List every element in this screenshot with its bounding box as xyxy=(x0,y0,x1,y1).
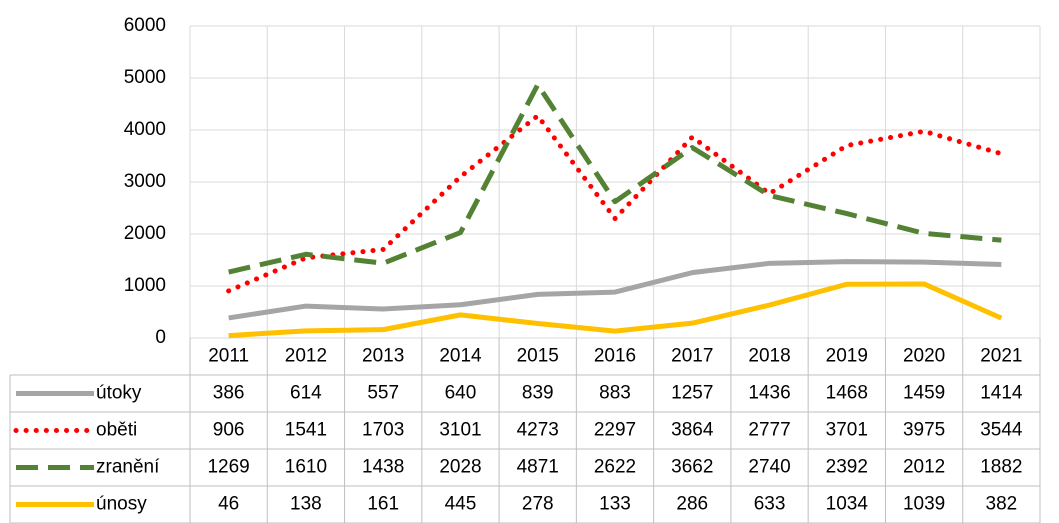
table-value: 2740 xyxy=(748,457,790,478)
table-value: 382 xyxy=(986,494,1018,515)
table-value: 138 xyxy=(290,494,322,515)
table-value: 133 xyxy=(599,494,631,515)
series-line xyxy=(228,82,1002,275)
x-tick-label: 2015 xyxy=(517,346,559,367)
table-value: 2028 xyxy=(439,457,481,478)
table-value: 4273 xyxy=(517,420,559,441)
table-value: 278 xyxy=(522,494,554,515)
table-value: 2392 xyxy=(826,457,868,478)
table-value: 1703 xyxy=(362,420,404,441)
y-tick-label: 3000 xyxy=(124,171,166,192)
series-line xyxy=(228,281,1003,339)
y-tick-label: 1000 xyxy=(124,275,166,296)
table-value: 3101 xyxy=(439,420,481,441)
table-value: 286 xyxy=(676,494,708,515)
x-tick-label: 2021 xyxy=(980,346,1022,367)
legend-label: zranění xyxy=(96,457,160,478)
y-tick-label: 5000 xyxy=(124,67,166,88)
x-tick-label: 2014 xyxy=(439,346,482,367)
table-value: 2297 xyxy=(594,420,636,441)
x-tick-label: 2020 xyxy=(903,346,945,367)
table-value: 1257 xyxy=(671,383,713,404)
legend-label: oběti xyxy=(96,420,137,441)
table-value: 1541 xyxy=(285,420,327,441)
table-value: 1610 xyxy=(285,457,327,478)
table-value: 1414 xyxy=(980,383,1023,404)
x-tick-label: 2016 xyxy=(594,346,636,367)
legend-label: únosy xyxy=(96,494,147,515)
table-value: 614 xyxy=(290,383,322,404)
table-value: 1034 xyxy=(826,494,869,515)
table-value: 3864 xyxy=(671,420,714,441)
table-value: 640 xyxy=(445,383,477,404)
table-value: 906 xyxy=(213,420,245,441)
x-tick-label: 2019 xyxy=(826,346,868,367)
y-tick-label: 2000 xyxy=(124,223,166,244)
table-value: 3544 xyxy=(980,420,1023,441)
table-value: 1459 xyxy=(903,383,945,404)
table-value: 839 xyxy=(522,383,554,404)
table-value: 3662 xyxy=(671,457,713,478)
table-value: 1039 xyxy=(903,494,945,515)
x-tick-label: 2018 xyxy=(748,346,790,367)
table-value: 1882 xyxy=(980,457,1022,478)
legend-label: útoky xyxy=(96,383,142,404)
table-value: 46 xyxy=(218,494,239,515)
x-tick-label: 2013 xyxy=(362,346,404,367)
series-line xyxy=(228,259,1002,321)
table-value: 1436 xyxy=(748,383,790,404)
table-value: 1269 xyxy=(207,457,249,478)
table-value: 1438 xyxy=(362,457,404,478)
series-line xyxy=(226,113,1004,294)
table-value: 4871 xyxy=(517,457,559,478)
table-value: 1468 xyxy=(826,383,868,404)
table-value: 161 xyxy=(367,494,399,515)
y-tick-label: 4000 xyxy=(124,119,166,140)
y-tick-label: 6000 xyxy=(124,15,166,36)
x-tick-label: 2017 xyxy=(671,346,713,367)
table-value: 3701 xyxy=(826,420,868,441)
table-value: 633 xyxy=(754,494,786,515)
y-tick-label: 0 xyxy=(155,327,166,348)
table-value: 445 xyxy=(445,494,477,515)
table-value: 2622 xyxy=(594,457,636,478)
table-value: 386 xyxy=(213,383,245,404)
x-tick-label: 2012 xyxy=(285,346,327,367)
x-tick-label: 2011 xyxy=(208,346,249,367)
table-value: 883 xyxy=(599,383,631,404)
table-value: 2012 xyxy=(903,457,945,478)
table-value: 3975 xyxy=(903,420,945,441)
table-value: 557 xyxy=(367,383,399,404)
table-value: 2777 xyxy=(748,420,790,441)
